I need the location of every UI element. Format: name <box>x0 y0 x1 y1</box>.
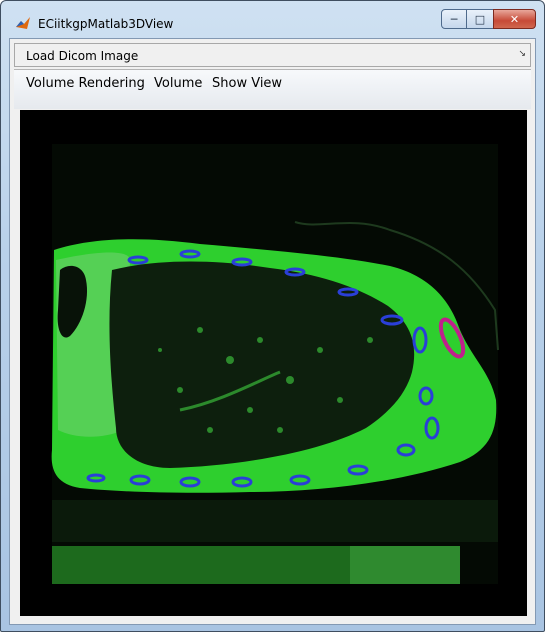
ct-scan-image <box>20 110 527 616</box>
dock-arrow-icon[interactable]: ↘ <box>518 49 526 59</box>
menu-show-view[interactable]: Show View <box>212 76 282 91</box>
maximize-icon: □ <box>475 13 485 26</box>
minimize-icon: ─ <box>451 13 458 26</box>
close-button[interactable]: ✕ <box>493 9 536 29</box>
maximize-button[interactable]: □ <box>467 9 493 29</box>
menu-bar: Volume Rendering Volume Show View <box>14 69 531 109</box>
menu-volume-rendering[interactable]: Volume Rendering <box>26 76 145 91</box>
client-area: Load Dicom Image ↘ Volume Rendering Volu… <box>9 38 536 625</box>
window-title: ECiitkgpMatlab3DView <box>38 17 173 31</box>
minimize-button[interactable]: ─ <box>441 9 467 29</box>
matlab-icon <box>15 15 31 31</box>
title-bar[interactable]: ECiitkgpMatlab3DView ─ □ ✕ <box>1 1 544 38</box>
ct-image-view[interactable] <box>20 110 527 616</box>
load-dicom-label[interactable]: Load Dicom Image <box>26 49 138 63</box>
menu-volume[interactable]: Volume <box>154 76 202 91</box>
close-icon: ✕ <box>510 13 519 26</box>
load-panel: Load Dicom Image ↘ <box>14 43 531 67</box>
